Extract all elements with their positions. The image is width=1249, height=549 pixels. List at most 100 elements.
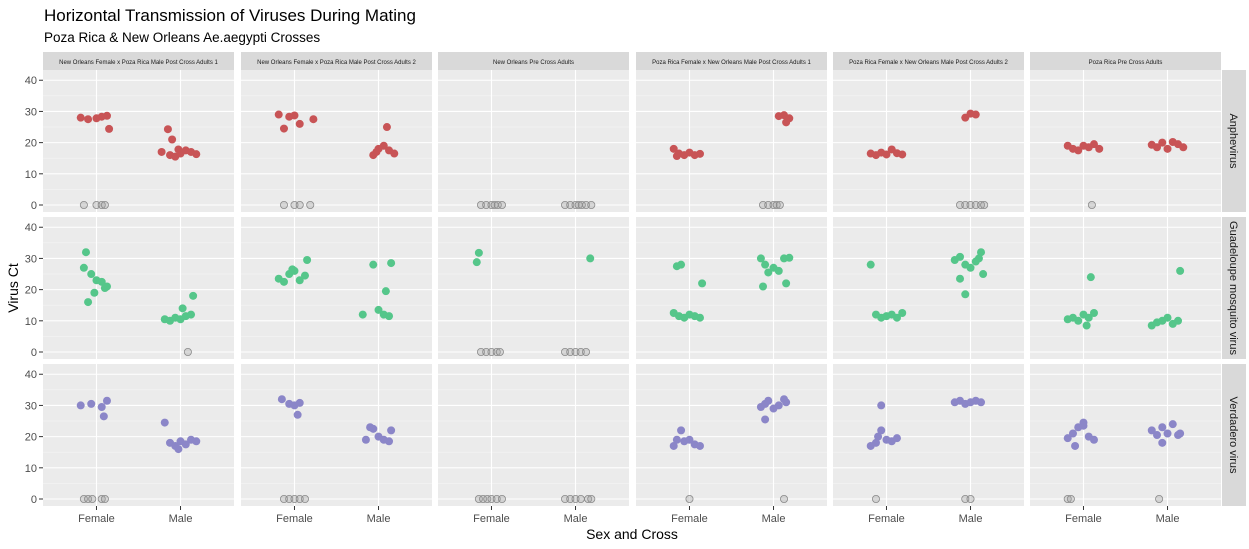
data-point-zero xyxy=(1063,494,1072,503)
data-point-zero xyxy=(966,494,975,503)
facet-strip-label: New Orleans Pre Cross Adults xyxy=(493,60,574,66)
data-point xyxy=(385,437,394,446)
data-point xyxy=(956,274,965,283)
facet-row-label: Verdadero virus xyxy=(1227,396,1239,474)
panel-background xyxy=(241,364,432,506)
data-point xyxy=(977,248,986,257)
data-point xyxy=(759,282,768,291)
panel-background xyxy=(438,364,629,506)
data-point xyxy=(892,313,901,322)
data-point xyxy=(977,398,986,407)
data-point xyxy=(898,150,907,159)
data-point xyxy=(677,426,686,435)
chart-subtitle: Poza Rica & New Orleans Ae.aegypti Cross… xyxy=(44,30,320,45)
data-point xyxy=(756,254,765,263)
data-point xyxy=(695,149,704,158)
data-point xyxy=(1153,431,1162,440)
data-point xyxy=(279,277,288,286)
data-point xyxy=(1158,423,1167,432)
data-point xyxy=(163,125,172,134)
panel-background xyxy=(241,217,432,359)
y-tick-label: 0 xyxy=(31,347,37,359)
data-point-zero xyxy=(306,200,315,209)
data-point xyxy=(97,277,106,286)
data-point xyxy=(385,312,394,321)
y-tick-label: 20 xyxy=(25,432,37,444)
y-tick-label: 40 xyxy=(25,75,37,87)
data-point-zero xyxy=(100,494,109,503)
facet-panel-2-2 xyxy=(241,217,432,359)
data-point xyxy=(90,288,99,297)
data-point-zero xyxy=(977,200,986,209)
data-point xyxy=(1079,421,1088,430)
data-point xyxy=(764,396,773,405)
data-point-zero xyxy=(279,200,288,209)
data-point xyxy=(303,255,312,264)
data-point xyxy=(669,441,678,450)
facet-strip-row-2 xyxy=(1222,217,1246,359)
facet-strip-col-1 xyxy=(43,52,234,70)
data-point xyxy=(87,270,96,279)
data-point xyxy=(76,401,85,410)
panel-background xyxy=(1030,364,1221,506)
facet-strip-col-6 xyxy=(1030,52,1221,70)
data-point xyxy=(871,438,880,447)
y-axis-title: Virus Ct xyxy=(5,263,21,313)
data-point xyxy=(1082,321,1091,330)
x-axis-title: Sex and Cross xyxy=(586,526,678,542)
data-point xyxy=(695,313,704,322)
data-point xyxy=(192,437,201,446)
data-point xyxy=(1071,441,1080,450)
facet-panel-3-4 xyxy=(636,364,827,506)
data-point-zero xyxy=(576,494,585,503)
facet-strip-label: Poza Rica Female x New Orleans Male Post… xyxy=(849,60,1008,66)
data-point-zero xyxy=(79,200,88,209)
panel-background xyxy=(833,70,1024,212)
data-point xyxy=(695,441,704,450)
facet-panel-2-6 xyxy=(1030,217,1221,359)
y-tick-label: 0 xyxy=(31,200,37,212)
data-point xyxy=(1153,143,1162,152)
data-point-zero xyxy=(582,347,591,356)
data-point xyxy=(295,276,304,285)
data-point xyxy=(1089,309,1098,318)
data-point-zero xyxy=(769,200,778,209)
facet-panel-3-6 xyxy=(1030,364,1221,506)
data-point xyxy=(102,396,111,405)
facet-row-label: Anphevirus xyxy=(1227,113,1239,169)
facet-strip-col-4 xyxy=(636,52,827,70)
data-point xyxy=(1068,429,1077,438)
data-point xyxy=(974,254,983,263)
data-point xyxy=(97,402,106,411)
data-point xyxy=(782,279,791,288)
data-point xyxy=(374,305,383,314)
data-point xyxy=(877,401,886,410)
data-point xyxy=(669,144,678,153)
data-point-zero xyxy=(587,494,596,503)
data-point xyxy=(290,111,299,120)
data-point-zero xyxy=(97,200,106,209)
data-point xyxy=(1074,146,1083,155)
panel-background xyxy=(43,364,234,506)
data-point xyxy=(174,445,183,454)
data-point xyxy=(785,253,794,262)
data-point xyxy=(369,424,378,433)
data-point xyxy=(1158,438,1167,447)
panels-layer: New Orleans Female x Poza Rica Male Post… xyxy=(25,52,1246,525)
data-point xyxy=(293,410,302,419)
facet-panel-1-2 xyxy=(241,70,432,212)
data-point xyxy=(1176,429,1185,438)
data-point xyxy=(672,435,681,444)
x-tick-label: Female xyxy=(868,513,905,525)
data-point xyxy=(898,309,907,318)
facet-panel-2-1 xyxy=(43,217,234,359)
panel-background xyxy=(833,364,1024,506)
data-point-zero xyxy=(587,200,596,209)
data-point-zero xyxy=(97,494,106,503)
x-tick-label: Male xyxy=(169,513,193,525)
x-tick-label: Female xyxy=(78,513,115,525)
data-point-zero xyxy=(1155,494,1164,503)
panel-background xyxy=(636,217,827,359)
data-point xyxy=(76,113,85,122)
data-point xyxy=(99,412,108,421)
